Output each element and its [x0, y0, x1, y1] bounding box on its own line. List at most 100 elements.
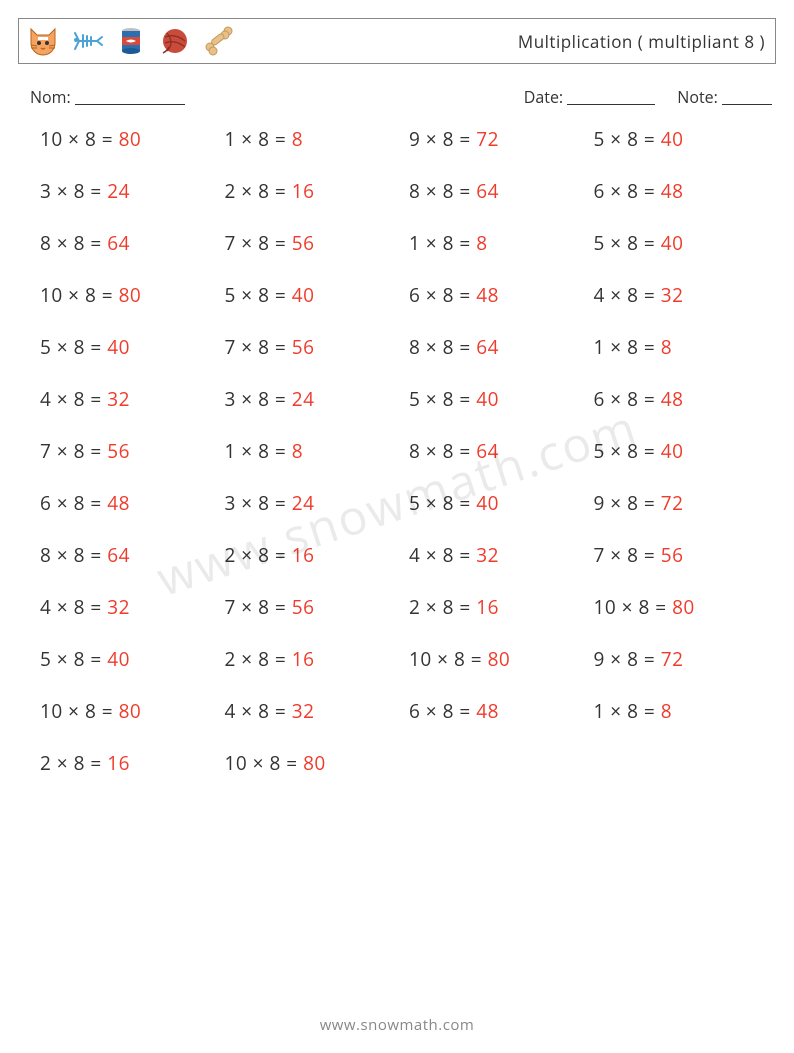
equation-lhs: 10 × 8 = [225, 750, 304, 776]
equation-answer: 56 [107, 438, 130, 464]
equation-lhs: 4 × 8 = [409, 542, 476, 568]
equation: 1 × 8 = 8 [594, 334, 769, 360]
equation: 3 × 8 = 24 [40, 178, 215, 204]
equation-answer: 64 [476, 334, 499, 360]
equation-answer: 80 [672, 594, 695, 620]
equation-answer: 8 [661, 698, 672, 724]
worksheet-page: Multiplication ( multipliant 8 ) Nom: Da… [0, 0, 794, 1053]
equation-answer: 80 [303, 750, 326, 776]
equation-lhs: 8 × 8 = [40, 230, 107, 256]
equation-answer: 56 [292, 594, 315, 620]
equation-answer: 64 [476, 438, 499, 464]
equation-answer: 24 [292, 490, 315, 516]
equation: 10 × 8 = 80 [409, 646, 584, 672]
equation-answer: 24 [107, 178, 130, 204]
equation-answer: 72 [476, 126, 499, 152]
equation-lhs: 4 × 8 = [225, 698, 292, 724]
equation-answer: 40 [661, 230, 684, 256]
equation-answer: 48 [661, 178, 684, 204]
equation: 10 × 8 = 80 [594, 594, 769, 620]
equation-lhs: 10 × 8 = [40, 126, 119, 152]
equation-answer: 16 [292, 178, 315, 204]
equation: 4 × 8 = 32 [225, 698, 400, 724]
equation: 9 × 8 = 72 [594, 490, 769, 516]
equation-lhs: 3 × 8 = [225, 386, 292, 412]
score-blank[interactable] [722, 89, 772, 105]
equation: 5 × 8 = 40 [594, 230, 769, 256]
equation-lhs: 1 × 8 = [409, 230, 476, 256]
equation-answer: 32 [107, 594, 130, 620]
equation-lhs: 8 × 8 = [409, 334, 476, 360]
equation: 5 × 8 = 40 [409, 490, 584, 516]
equation-answer: 8 [661, 334, 672, 360]
equation-answer: 56 [661, 542, 684, 568]
equation-answer: 64 [107, 230, 130, 256]
equation: 9 × 8 = 72 [594, 646, 769, 672]
equation-lhs: 2 × 8 = [225, 542, 292, 568]
equation-answer: 40 [476, 490, 499, 516]
equation: 5 × 8 = 40 [409, 386, 584, 412]
equation-answer: 48 [107, 490, 130, 516]
header: Multiplication ( multipliant 8 ) [18, 18, 776, 64]
equation: 2 × 8 = 16 [225, 178, 400, 204]
meta-right: Date: Note: [524, 86, 772, 108]
equation: 4 × 8 = 32 [40, 386, 215, 412]
equation-lhs: 8 × 8 = [409, 178, 476, 204]
equation: 2 × 8 = 16 [225, 542, 400, 568]
equation-lhs: 5 × 8 = [40, 334, 107, 360]
date-blank[interactable] [567, 89, 655, 105]
equation: 10 × 8 = 80 [40, 126, 215, 152]
score-field: Note: [677, 86, 772, 108]
equation-answer: 80 [119, 126, 142, 152]
equation-answer: 16 [292, 542, 315, 568]
equation: 10 × 8 = 80 [225, 750, 400, 776]
equation-lhs: 5 × 8 = [40, 646, 107, 672]
equation-lhs: 9 × 8 = [409, 126, 476, 152]
equation-answer: 16 [292, 646, 315, 672]
equation-answer: 32 [476, 542, 499, 568]
footer-url: www.snowmath.com [0, 1015, 794, 1035]
equation-answer: 16 [476, 594, 499, 620]
equation: 2 × 8 = 16 [409, 594, 584, 620]
equation-lhs: 5 × 8 = [225, 282, 292, 308]
equation-answer: 80 [488, 646, 511, 672]
equation-lhs: 2 × 8 = [40, 750, 107, 776]
equation-lhs: 2 × 8 = [225, 646, 292, 672]
equation-answer: 8 [292, 126, 303, 152]
equation-answer: 40 [661, 126, 684, 152]
equation-lhs: 7 × 8 = [225, 594, 292, 620]
equation: 7 × 8 = 56 [40, 438, 215, 464]
equation: 8 × 8 = 64 [40, 542, 215, 568]
equation: 1 × 8 = 8 [225, 126, 400, 152]
equation-lhs: 7 × 8 = [40, 438, 107, 464]
date-field: Date: [524, 86, 656, 108]
equation: 5 × 8 = 40 [40, 646, 215, 672]
equation-lhs: 7 × 8 = [225, 334, 292, 360]
equation-lhs: 4 × 8 = [40, 594, 107, 620]
equation-lhs: 5 × 8 = [409, 386, 476, 412]
equation-answer: 40 [107, 334, 130, 360]
equation-lhs: 5 × 8 = [594, 126, 661, 152]
equation-lhs: 5 × 8 = [594, 438, 661, 464]
bone-icon [201, 23, 237, 59]
equation-answer: 64 [476, 178, 499, 204]
cat-icon [25, 23, 61, 59]
equation-answer: 40 [476, 386, 499, 412]
equation: 6 × 8 = 48 [594, 386, 769, 412]
equation-answer: 48 [661, 386, 684, 412]
equation-lhs: 6 × 8 = [594, 386, 661, 412]
equation-lhs: 8 × 8 = [40, 542, 107, 568]
equation-lhs: 3 × 8 = [225, 490, 292, 516]
header-icons [25, 23, 237, 59]
equation-lhs: 6 × 8 = [594, 178, 661, 204]
equation-answer: 72 [661, 646, 684, 672]
equation-lhs: 6 × 8 = [40, 490, 107, 516]
equation-answer: 48 [476, 698, 499, 724]
equation: 8 × 8 = 64 [409, 334, 584, 360]
equation: 1 × 8 = 8 [225, 438, 400, 464]
equation-lhs: 5 × 8 = [594, 230, 661, 256]
equation-lhs: 6 × 8 = [409, 698, 476, 724]
equation: 6 × 8 = 48 [409, 698, 584, 724]
name-blank[interactable] [75, 89, 185, 105]
equation: 5 × 8 = 40 [594, 438, 769, 464]
